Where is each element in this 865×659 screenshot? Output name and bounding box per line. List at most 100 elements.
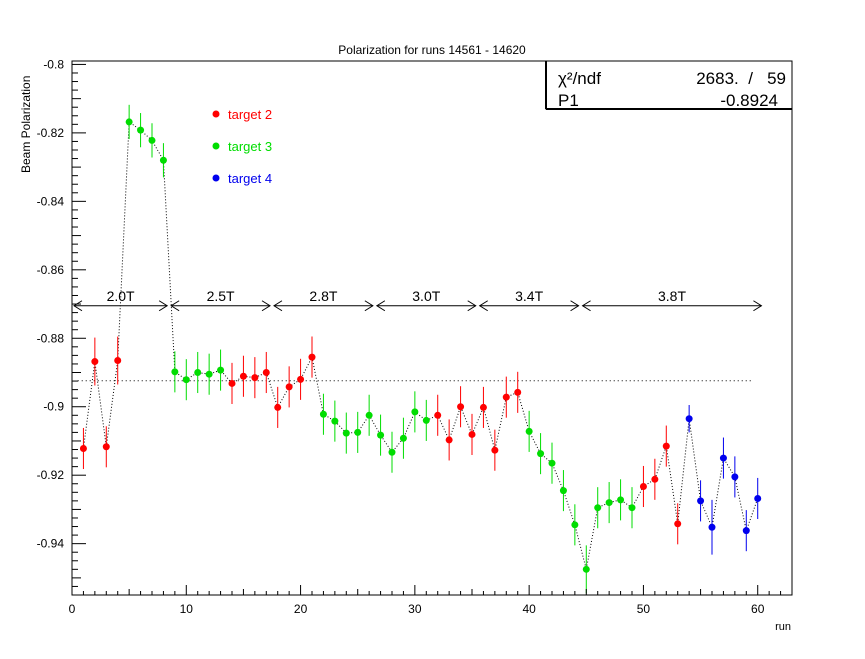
data-point bbox=[308, 353, 316, 361]
data-point bbox=[388, 448, 396, 456]
data-point bbox=[365, 411, 373, 419]
data-point bbox=[91, 358, 99, 366]
data-point bbox=[171, 368, 179, 376]
field-region: 3.0T bbox=[375, 288, 477, 312]
y-axis: -0.8 -0.82 -0.84 -0.86 -0.88 -0.9 -0.92 -0.94 bbox=[37, 57, 86, 596]
data-point bbox=[114, 357, 122, 365]
data-point bbox=[102, 443, 110, 451]
legend-label: target 2 bbox=[228, 107, 272, 122]
x-tick-label: 10 bbox=[180, 602, 194, 616]
data-point bbox=[217, 366, 225, 374]
field-region: 2.8T bbox=[273, 288, 374, 312]
data-point bbox=[434, 411, 442, 419]
data-point bbox=[228, 379, 236, 387]
field-region: 2.0T bbox=[73, 288, 169, 312]
y-tick-label: -0.94 bbox=[37, 537, 65, 551]
field-arrow-head-left bbox=[478, 300, 488, 312]
data-point bbox=[617, 496, 625, 504]
data-point bbox=[399, 434, 407, 442]
data-point bbox=[605, 499, 613, 507]
data-point bbox=[674, 520, 682, 528]
data-point bbox=[159, 156, 167, 164]
field-arrow-head-left bbox=[375, 300, 386, 312]
legend-marker bbox=[212, 174, 220, 182]
data-point bbox=[342, 429, 350, 437]
data-point bbox=[239, 372, 247, 380]
data-point bbox=[502, 393, 510, 401]
field-region: 3.4T bbox=[478, 288, 580, 312]
data-points-layer bbox=[79, 118, 762, 573]
field-arrow-head-right bbox=[570, 300, 580, 312]
legend: target 2 target 3 target 4 bbox=[212, 107, 272, 186]
field-region: 3.8T bbox=[581, 288, 763, 312]
data-point bbox=[422, 416, 430, 424]
field-label: 2.0T bbox=[107, 288, 135, 304]
field-label: 3.4T bbox=[515, 288, 543, 304]
field-label: 3.0T bbox=[412, 288, 440, 304]
data-point bbox=[628, 504, 636, 512]
data-point bbox=[491, 446, 499, 454]
stats-box: χ²/ndf 2683. / 59 P1 -0.8924 bbox=[545, 60, 793, 110]
plot-frame bbox=[71, 60, 793, 596]
data-point bbox=[411, 408, 419, 416]
x-tick-label: 30 bbox=[408, 602, 422, 616]
p1-value: -0.8924 bbox=[720, 91, 778, 110]
data-point bbox=[651, 475, 659, 483]
data-point bbox=[514, 388, 522, 396]
data-point bbox=[125, 118, 133, 126]
field-arrow-head-left bbox=[273, 300, 283, 312]
field-arrow-head-right bbox=[158, 300, 169, 312]
data-point bbox=[719, 454, 727, 462]
chi2-label: χ²/ndf bbox=[558, 69, 601, 88]
data-point bbox=[137, 126, 145, 134]
field-arrow-head-left bbox=[170, 300, 180, 312]
field-region: 2.5T bbox=[170, 288, 271, 312]
data-point bbox=[639, 482, 647, 490]
data-point bbox=[297, 375, 305, 383]
data-point bbox=[559, 487, 567, 495]
x-tick-label: 20 bbox=[294, 602, 308, 616]
data-point bbox=[377, 431, 385, 439]
data-point bbox=[148, 136, 156, 144]
x-tick-label: 40 bbox=[522, 602, 536, 616]
field-arrow-head-right bbox=[364, 300, 374, 312]
data-point bbox=[457, 403, 465, 411]
y-tick-label: -0.82 bbox=[37, 126, 65, 140]
data-point bbox=[205, 370, 213, 378]
data-point bbox=[582, 565, 590, 573]
y-tick-label: -0.8 bbox=[43, 57, 64, 71]
data-point bbox=[685, 415, 693, 423]
data-point bbox=[262, 369, 270, 376]
data-point bbox=[182, 376, 190, 384]
legend-marker bbox=[212, 142, 220, 150]
field-label: 2.8T bbox=[309, 288, 337, 304]
data-point bbox=[754, 494, 762, 502]
p1-label: P1 bbox=[558, 91, 579, 110]
field-arrow-head-right bbox=[467, 300, 477, 312]
data-point bbox=[79, 444, 87, 452]
legend-marker bbox=[212, 110, 220, 118]
data-point bbox=[525, 427, 533, 435]
chart-title: Polarization for runs 14561 - 14620 bbox=[338, 43, 526, 57]
data-point bbox=[331, 417, 339, 425]
data-point bbox=[742, 527, 750, 535]
x-tick-label: 50 bbox=[637, 602, 651, 616]
x-tick-label: 60 bbox=[751, 602, 765, 616]
data-point bbox=[594, 504, 602, 512]
data-point bbox=[479, 403, 487, 411]
y-tick-label: -0.92 bbox=[37, 468, 65, 482]
y-tick-label: -0.88 bbox=[37, 331, 65, 345]
field-label: 2.5T bbox=[207, 288, 235, 304]
data-point bbox=[731, 473, 739, 481]
data-point bbox=[697, 497, 705, 505]
data-point bbox=[445, 436, 453, 444]
field-regions-layer: 2.0T 2.5T 2.8T 3.0T 3.4T 3.8T bbox=[73, 288, 763, 312]
y-tick-label: -0.9 bbox=[43, 400, 64, 414]
data-point bbox=[285, 383, 293, 391]
x-tick-label: 0 bbox=[69, 602, 76, 616]
data-point bbox=[548, 459, 556, 467]
data-point bbox=[319, 410, 327, 418]
data-point bbox=[251, 374, 259, 382]
x-axis-label: run bbox=[775, 621, 791, 633]
